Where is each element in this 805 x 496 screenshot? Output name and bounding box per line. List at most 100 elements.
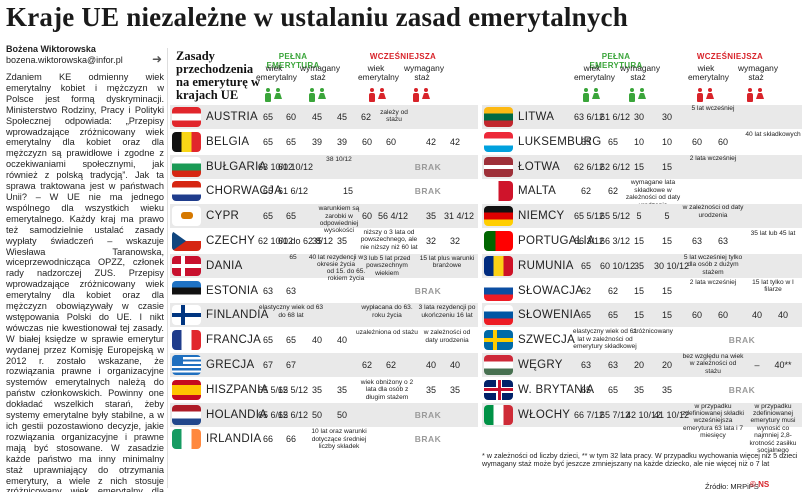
full-age-women: 65 5/12 — [600, 211, 631, 222]
byline: Bożena Wiktorowska bozena.wiktorowska@in… — [6, 44, 156, 66]
full-age-men: 63 10/12 — [258, 161, 294, 172]
gender-icons-left-early-age — [368, 88, 386, 102]
romania-flag-icon — [484, 255, 513, 276]
man-icon — [308, 88, 316, 102]
early-tenure-note: w przypadku zdefiniowanej emerytury musi… — [749, 402, 797, 455]
brak-label: BRAK — [414, 285, 442, 296]
full-age-men: 65 — [580, 384, 591, 395]
country-name: FRANCJA — [206, 334, 262, 347]
early-tenure-women: 32 — [449, 236, 460, 246]
full-age-men: 63 — [580, 360, 591, 370]
full-tenure-men: 15 — [633, 236, 644, 246]
full-tenure-men: 35 — [633, 260, 644, 271]
portugal-flag-icon — [484, 231, 513, 251]
estonia-flag-icon — [172, 280, 201, 301]
country-name: SŁOWENIA — [518, 309, 582, 322]
table-row: W. BRYTANIA 65 65 35 35 BRAK — [482, 378, 802, 402]
full-age-women: 65 — [285, 136, 296, 147]
man-icon — [412, 88, 420, 102]
full-tenure-women: 15 — [661, 310, 672, 321]
early-age-note: 2 lata wcześniej — [689, 154, 737, 162]
full-tenure-men: 50 — [311, 409, 322, 420]
lithuania-flag-icon — [484, 107, 513, 127]
country-name: MALTA — [518, 185, 557, 198]
full-tenure-note: warunkiem są zarobki w odpowiedniej wyso… — [318, 205, 360, 235]
age-label-right-full: wiek emerytalny — [574, 63, 615, 82]
country-name: IRLANDIA — [206, 433, 262, 446]
table-row: NIEMCY 65 5/12 65 5/12 5 5 w zależności od da… — [482, 204, 802, 229]
full-age-men: 65 — [262, 112, 273, 122]
author-email[interactable]: bozena.wiktorowska@infor.pl — [6, 55, 123, 65]
full-tenure-men: 35 — [311, 384, 322, 395]
full-tenure-men: 30 — [633, 112, 644, 122]
early-tenure-women: 40** — [774, 360, 792, 370]
full-tenure-note: 38 10/12 — [326, 155, 352, 163]
slovakia-flag-icon — [484, 280, 513, 301]
early-age-note: niższy o 3 lata od powszechnego, ale nie… — [360, 229, 418, 251]
table-row: AUSTRIA 65 60 45 45 62 zależy od stażu — [170, 105, 478, 129]
full-age-men: 65 5/12 — [574, 211, 605, 222]
full-tenure-men: 35 — [311, 236, 322, 246]
full-tenure-men: 15 — [633, 285, 644, 296]
woman-icon — [592, 88, 600, 102]
full-age-men: 62 6/12 — [574, 161, 605, 172]
country-name: ESTONIA — [206, 284, 259, 297]
germany-flag-icon — [484, 206, 513, 227]
brak-label: BRAK — [728, 384, 756, 395]
hungary-flag-icon — [484, 355, 513, 375]
croatia-flag-icon — [172, 181, 201, 202]
full-age-women: 65 — [607, 136, 618, 147]
table-row: BUŁGARIA 63 10/12 60 10/12 38 10/12 BRAK — [170, 154, 478, 179]
gender-icons-right-early-tenure — [746, 88, 764, 102]
slovenia-flag-icon — [484, 305, 513, 326]
early-tenure-men: 35 — [425, 384, 436, 395]
brak-label: BRAK — [414, 409, 442, 420]
page-title: Kraje UE niezależne w ustalaniu zasad em… — [6, 2, 628, 32]
full-tenure-men: 45 — [311, 112, 322, 122]
brak-label: BRAK — [414, 434, 442, 445]
early-age-note: wiek obniżony o 2 lata dla osób z długim… — [360, 378, 414, 401]
early-age-note: 5 lat wcześniej tylko dla osób z dużym s… — [683, 253, 743, 276]
full-tenure-women: 15 — [661, 236, 672, 246]
early-tenure-women: 31 4/12 — [444, 211, 475, 222]
table-row: GRECJA 67 67 62 62 40 40 — [170, 353, 478, 377]
full-age-men: 66 7/12 — [574, 409, 605, 420]
country-name: HISZPANIA — [206, 383, 269, 396]
full-tenure-women: 30 10/12 — [654, 260, 690, 271]
full-age-women: 61 6/12 — [278, 186, 309, 197]
netherlands-flag-icon — [172, 404, 201, 425]
man-icon — [628, 88, 636, 102]
gender-icons-right-full-age — [582, 88, 600, 102]
full-tenure-women: 35 — [336, 236, 347, 246]
full-age-men: 65 5/12 — [258, 384, 289, 395]
early-tenure-men: 40 — [751, 310, 762, 321]
early-pension-header-left: WCZEŚNIEJSZA — [369, 52, 437, 61]
full-age-women: 63 — [285, 285, 296, 296]
cyprus-flag-icon — [172, 206, 201, 227]
full-tenure-women: 30 — [661, 112, 672, 122]
full-tenure-note: zróżnicowany — [633, 328, 673, 336]
country-name: WĘGRY — [518, 359, 563, 371]
malta-flag-icon — [484, 181, 513, 202]
author-name: Bożena Wiktorowska — [6, 44, 96, 54]
full-tenure-men: 15 — [633, 161, 644, 172]
full-age-men: 62 — [580, 285, 591, 296]
table-row: ŁOTWA 62 6/12 62 6/12 15 15 2 lata wcześniej — [482, 154, 802, 179]
table-row: FRANCJA 65 65 40 40 uzależniona od stażu w zal… — [170, 328, 478, 352]
early-age-men: 60 — [691, 310, 702, 321]
table-row: MALTA 62 62 wymagane lata składkowe w zależ… — [482, 179, 802, 209]
full-age-women: 63 — [607, 360, 618, 370]
early-age-women: zależy od stażu — [380, 109, 408, 124]
early-age-men: 62 — [361, 360, 372, 370]
belgium-flag-icon — [172, 131, 201, 152]
full-age-men: 63 6/12 — [574, 112, 605, 122]
early-tenure-men: 42 — [425, 136, 436, 147]
footnote: * w zależności od liczby dzieci, ** w ty… — [482, 451, 798, 469]
woman-icon — [638, 88, 646, 102]
early-age-note: 3 lub 5 lat przed powszechnym wiekiem — [363, 254, 411, 277]
full-pension-header-left: PEŁNA EMERYTURA — [266, 52, 320, 70]
full-age-women: 60 — [285, 112, 296, 122]
denmark-flag-icon — [172, 255, 201, 276]
early-tenure-note: 15 lat plus warunki branżowe — [419, 254, 475, 270]
arrow-icon: ➜ — [152, 52, 163, 66]
